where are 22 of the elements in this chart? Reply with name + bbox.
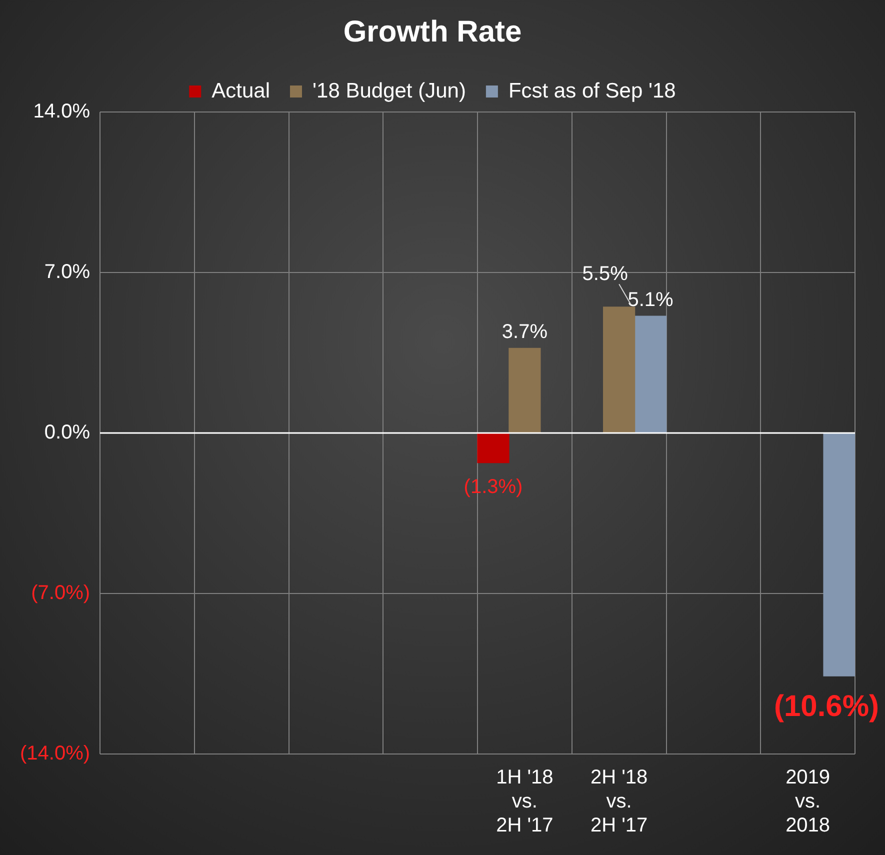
legend-label: Actual <box>212 79 270 102</box>
y-tick-label: 7.0% <box>44 261 90 284</box>
bar <box>634 316 667 433</box>
bar <box>823 433 855 676</box>
data-label: 5.1% <box>628 289 674 312</box>
y-tick-label: 14.0% <box>33 100 90 123</box>
chart-title: Growth Rate <box>343 15 522 48</box>
data-label: 5.5% <box>582 263 628 286</box>
data-label: (1.3%) <box>464 476 523 498</box>
legend-label: '18 Budget (Jun) <box>312 79 466 102</box>
y-tick-label: 0.0% <box>44 422 90 444</box>
y-tick-label: (7.0%) <box>31 582 90 604</box>
bar <box>603 306 636 433</box>
data-label: 3.7% <box>502 321 548 344</box>
legend-label: Fcst as of Sep '18 <box>508 79 676 102</box>
x-tick-label: 2019 vs. 2018 <box>786 766 830 837</box>
data-label: (10.6%) <box>774 690 879 724</box>
x-tick-label: 2H '18 vs. 2H '17 <box>590 766 648 837</box>
bar <box>508 348 541 433</box>
x-tick-label: 1H '18 vs. 2H '17 <box>496 766 554 837</box>
y-tick-label: (14.0%) <box>20 742 90 765</box>
bar <box>477 433 510 464</box>
